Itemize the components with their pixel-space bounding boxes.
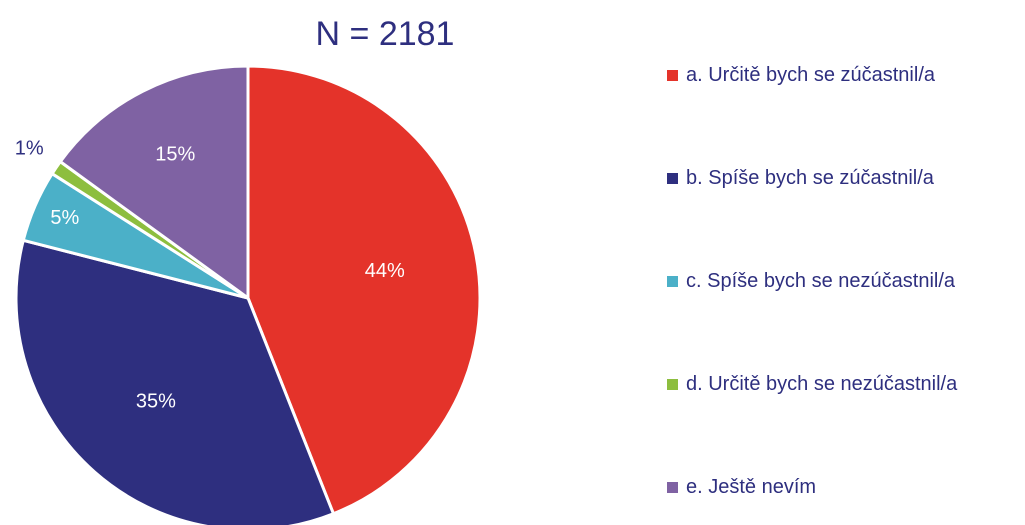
data-label: 15% (155, 144, 195, 166)
data-label: 35% (136, 391, 176, 413)
pie-slice (246, 64, 482, 516)
legend-swatch (667, 276, 678, 287)
legend-swatch (667, 70, 678, 81)
pie-slice (14, 238, 336, 525)
legend-swatch (667, 482, 678, 493)
legend-item: b. Spíše bych se zúčastnil/a (667, 163, 1007, 194)
chart-title: N = 2181 (316, 15, 455, 53)
pie-slice (58, 64, 250, 301)
legend-label: d. Určitě bych se nezúčastnil/a (686, 373, 958, 395)
legend-item: a. Určitě bych se zúčastnil/a (667, 60, 1007, 91)
legend-label: b. Spíše bych se zúčastnil/a (686, 167, 934, 189)
data-label: 44% (365, 260, 405, 282)
legend-item: d. Určitě bych se nezúčastnil/a (667, 369, 1007, 400)
legend-label: e. Ještě nevím (686, 476, 817, 498)
data-label: 1% (15, 138, 44, 160)
legend-label: a. Určitě bych se zúčastnil/a (686, 64, 935, 86)
legend-swatch (667, 379, 678, 390)
data-label: 5% (50, 207, 79, 229)
legend-item: c. Spíše bych se nezúčastnil/a (667, 266, 1007, 297)
legend-label: c. Spíše bych se nezúčastnil/a (686, 270, 956, 292)
legend-swatch (667, 173, 678, 184)
legend-item: e. Ještě nevím (667, 472, 1007, 503)
